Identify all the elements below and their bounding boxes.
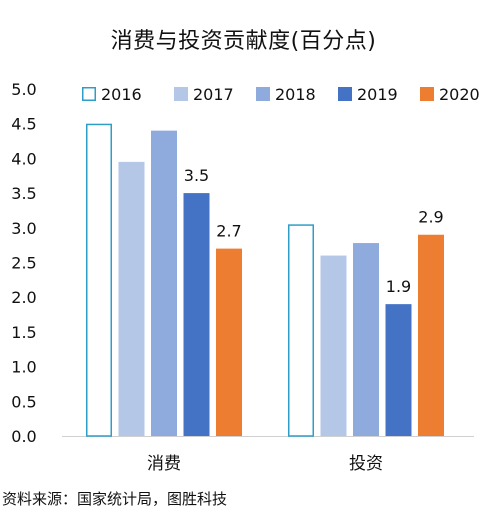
bar-2020-消费 <box>216 248 242 436</box>
legend-swatch-2018 <box>256 87 270 101</box>
x-category-label: 投资 <box>349 454 383 474</box>
y-tick-label: 1.0 <box>11 358 36 377</box>
bar-2018-消费 <box>151 130 177 436</box>
y-tick-label: 1.5 <box>11 323 36 342</box>
legend-label-2018: 2018 <box>275 85 316 104</box>
chart-title: 消费与投资贡献度(百分点) <box>110 29 377 54</box>
bar-2016-投资 <box>288 224 314 437</box>
data-label: 2.7 <box>216 222 241 241</box>
data-label: 1.9 <box>386 277 411 296</box>
bar-2020-投资 <box>418 234 444 436</box>
legend-label-2017: 2017 <box>193 85 234 104</box>
source-note: 资料来源：国家统计局，图胜科技 <box>2 490 228 508</box>
y-tick-label: 4.5 <box>11 115 36 134</box>
x-category-label: 消费 <box>147 454 181 474</box>
y-tick-label: 0.0 <box>11 427 36 446</box>
legend-swatch-2017 <box>174 87 188 101</box>
y-tick-label: 2.0 <box>11 288 36 307</box>
legend-swatch-2020 <box>420 87 434 101</box>
legend-label-2016: 2016 <box>101 85 142 104</box>
bar-2017-投资 <box>320 255 347 436</box>
data-label: 3.5 <box>184 166 209 185</box>
bar-2016-消费 <box>86 123 112 437</box>
y-tick-label: 3.5 <box>11 184 36 203</box>
y-tick-label: 3.0 <box>11 219 36 238</box>
bar-2019-消费 <box>183 193 210 436</box>
y-tick-label: 2.5 <box>11 254 36 273</box>
legend-label-2020: 2020 <box>439 85 480 104</box>
bar-2017-消费 <box>118 161 145 436</box>
bar-2019-投资 <box>385 304 412 436</box>
legend-label-2019: 2019 <box>357 85 398 104</box>
data-label: 2.9 <box>418 208 443 227</box>
legend-swatch-2019 <box>338 87 352 101</box>
bar-2018-投资 <box>353 243 379 436</box>
y-tick-label: 5.0 <box>11 80 36 99</box>
y-tick-label: 4.0 <box>11 149 36 168</box>
y-tick-label: 0.5 <box>11 392 36 411</box>
legend-swatch-2016 <box>82 87 96 101</box>
